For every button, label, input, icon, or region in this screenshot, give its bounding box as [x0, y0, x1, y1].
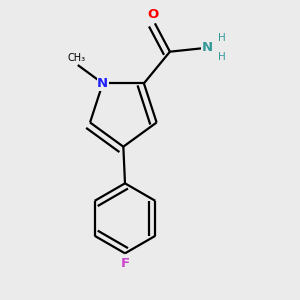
- Text: F: F: [120, 257, 130, 270]
- Text: CH₃: CH₃: [67, 53, 85, 63]
- Text: N: N: [97, 77, 108, 90]
- Text: O: O: [148, 8, 159, 20]
- Text: H: H: [218, 33, 225, 43]
- Text: N: N: [202, 41, 213, 54]
- Text: H: H: [218, 52, 225, 62]
